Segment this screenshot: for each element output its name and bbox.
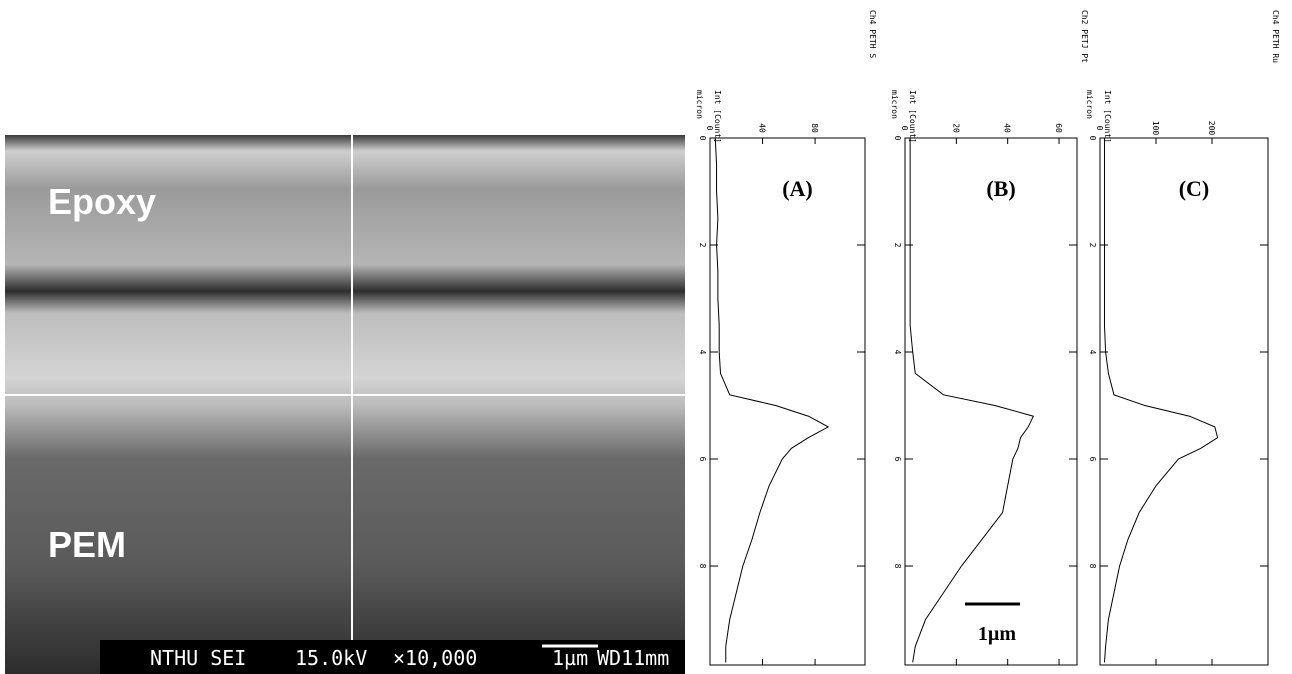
y-tick-label: 60 <box>1054 123 1063 133</box>
profile-line <box>1103 138 1219 663</box>
info-text: 1µm <box>552 646 588 670</box>
x-tick-label: 6 <box>1088 457 1097 462</box>
channel-label: Ch2 PETJ Pt <box>1080 10 1089 63</box>
axis-label: micron <box>695 90 704 119</box>
y-tick-label: 40 <box>1003 123 1012 133</box>
panel-label: (A) <box>782 176 813 201</box>
axis-label: Int [Count] <box>713 90 722 143</box>
profile-line <box>909 138 1035 663</box>
info-text: ×10,000 <box>393 646 477 670</box>
y-tick-label: 0 <box>705 126 714 131</box>
x-tick-label: 6 <box>698 457 707 462</box>
profile-line <box>714 137 830 663</box>
y-tick-label: 40 <box>758 123 767 133</box>
y-tick-label: 200 <box>1207 121 1216 136</box>
x-tick-label: 4 <box>893 350 902 355</box>
x-tick-label: 2 <box>698 243 707 248</box>
panel-label: (B) <box>986 176 1015 201</box>
x-tick-label: 8 <box>1088 564 1097 569</box>
x-tick-label: 8 <box>893 564 902 569</box>
x-tick-label: 0 <box>893 136 902 141</box>
y-tick-label: 0 <box>900 126 909 131</box>
axis-label: Int [Count] <box>908 90 917 143</box>
x-tick-label: 8 <box>698 564 707 569</box>
channel-label: Ch4 PETH S <box>868 10 877 58</box>
y-tick-label: 100 <box>1151 121 1160 136</box>
plot-frame <box>1099 137 1269 666</box>
info-text: 15.0kV <box>295 646 367 670</box>
sem-image <box>5 135 685 674</box>
y-tick-label: 0 <box>1095 126 1104 131</box>
x-tick-label: 4 <box>698 350 707 355</box>
scale-label: 1µm <box>978 623 1017 645</box>
info-text: NTHU SEI <box>150 646 246 670</box>
y-tick-label: 20 <box>951 123 960 133</box>
x-tick-label: 6 <box>893 457 902 462</box>
plot-frame <box>709 137 866 666</box>
x-tick-label: 0 <box>698 136 707 141</box>
plot-frame <box>904 137 1078 666</box>
info-text: WD11mm <box>597 646 669 670</box>
x-tick-label: 0 <box>1088 136 1097 141</box>
x-tick-label: 2 <box>1088 243 1097 248</box>
layer-label: PEM <box>48 524 126 565</box>
x-tick-label: 4 <box>1088 350 1097 355</box>
axis-label: Int [Count] <box>1103 90 1112 143</box>
panel-label: (C) <box>1179 176 1210 201</box>
axis-label: micron <box>890 90 899 119</box>
x-tick-label: 2 <box>893 243 902 248</box>
y-tick-label: 80 <box>810 123 819 133</box>
channel-label: Ch4 PETH Ru <box>1271 10 1280 63</box>
layer-label: Epoxy <box>48 181 156 222</box>
axis-label: micron <box>1085 90 1094 119</box>
